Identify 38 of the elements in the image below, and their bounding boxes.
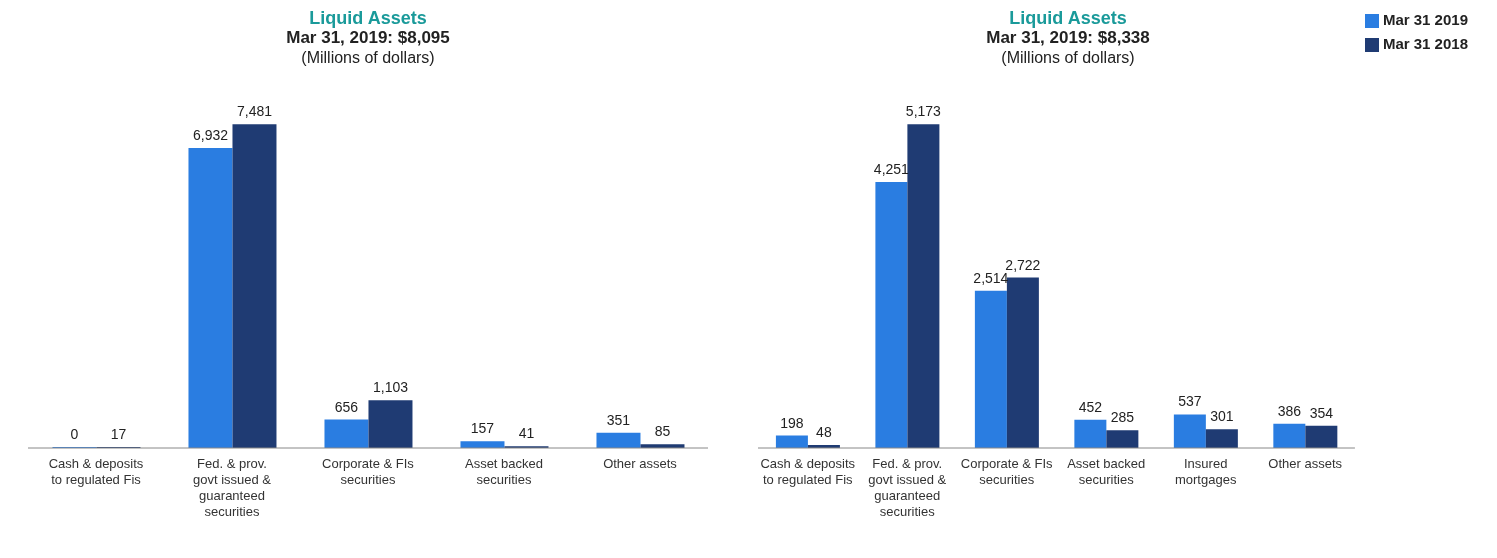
- data-label: 452: [1078, 398, 1103, 415]
- text: (Millions of dollars): [300, 48, 436, 68]
- data-label: 48: [816, 424, 832, 440]
- chart-subtitle: Mar 31, 2019: $8,338: [986, 28, 1150, 47]
- data-label: 656: [334, 398, 359, 415]
- x-tick-label: Fed. & prov. govt issued & guaranteed securities: [868, 456, 947, 519]
- data-label: 354: [1309, 404, 1334, 421]
- legend-label: Mar 31 2018: [1382, 35, 1468, 52]
- x-tick-label: Cash & deposits to regulated Fis: [48, 456, 144, 487]
- data-label: 85: [654, 423, 671, 440]
- data-label: 6,932: [192, 126, 229, 143]
- data-label: 41: [518, 425, 535, 442]
- data-label: 198: [780, 414, 804, 431]
- chart-title: Liquid Assets: [308, 8, 428, 28]
- text: (Millions of dollars): [1001, 49, 1135, 66]
- x-tick-label: Other assets: [1268, 456, 1343, 471]
- data-label: 351: [606, 411, 631, 428]
- x-tick-label: Cash & deposits to regulated Fis: [760, 456, 856, 487]
- chart-subtitle: Mar 31, 2019: $8,095: [285, 28, 451, 48]
- data-label: 301: [1210, 408, 1234, 425]
- x-tick-label: Asset backed securities: [464, 456, 544, 487]
- x-tick-label: Other assets: [603, 456, 678, 471]
- data-label: 537: [1178, 393, 1202, 410]
- x-tick-label: Corporate & FIs securities: [322, 456, 415, 487]
- data-label: 17: [110, 426, 127, 442]
- data-label: 157: [470, 420, 495, 437]
- x-tick-label: Fed. & prov. govt issued & guaranteed securities: [192, 456, 272, 519]
- legend-label: Mar 31 2019: [1382, 11, 1468, 28]
- data-label: 285: [1110, 409, 1135, 426]
- x-tick-label: Corporate & FIs securities: [960, 456, 1054, 487]
- data-label: 7,481: [236, 103, 273, 120]
- x-tick-label: Insured mortgages: [1174, 456, 1237, 487]
- data-label: 0: [70, 426, 79, 442]
- data-label: 1,103: [372, 379, 409, 396]
- data-label: 5,173: [905, 103, 942, 120]
- x-tick-label: Asset backed securities: [1067, 456, 1146, 487]
- chart-title: Liquid Assets: [1009, 8, 1127, 28]
- data-label: 386: [1277, 402, 1302, 419]
